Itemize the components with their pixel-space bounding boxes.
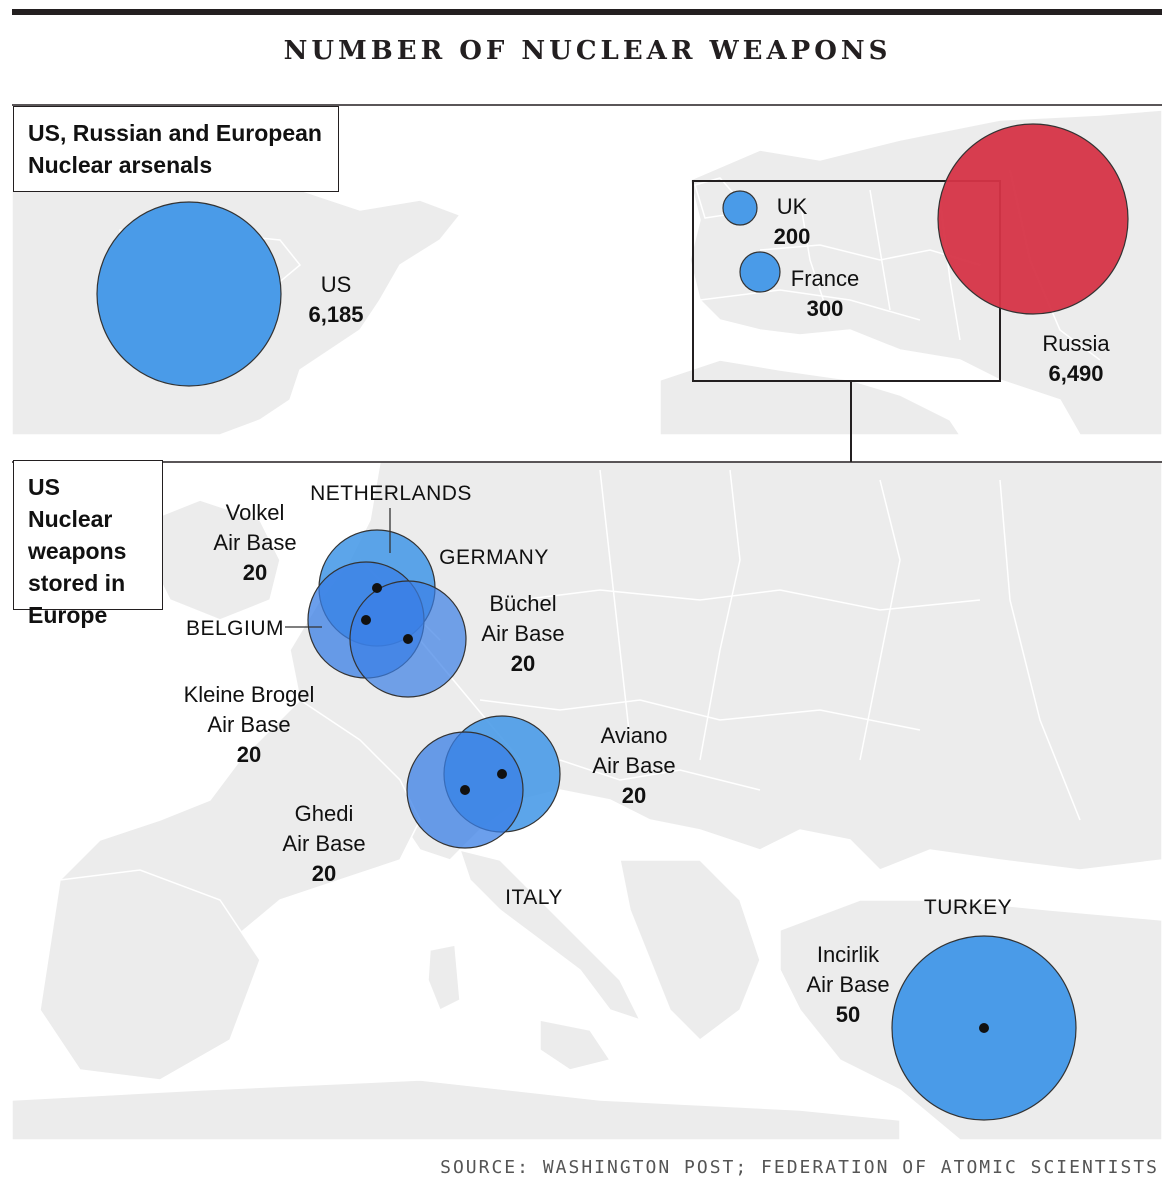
aviano-dot — [497, 769, 507, 779]
incirlik-type: Air Base — [806, 972, 889, 997]
buchel-value: 20 — [511, 651, 535, 676]
top-rule — [12, 9, 1162, 15]
volkel-dot — [372, 583, 382, 593]
aviano-value: 20 — [622, 783, 646, 808]
country-belgium: BELGIUM — [186, 617, 284, 640]
france-label: France — [791, 266, 859, 291]
aviano-type: Air Base — [592, 753, 675, 778]
russia-value: 6,490 — [1048, 361, 1103, 386]
ghedi-type: Air Base — [282, 831, 365, 856]
uk-label: UK — [777, 194, 808, 219]
ghedi-name: Ghedi — [295, 801, 354, 826]
volkel-name: Volkel — [226, 500, 285, 525]
us-label: US — [321, 272, 352, 297]
incirlik-value: 50 — [836, 1002, 860, 1027]
kleine-brogel-type: Air Base — [207, 712, 290, 737]
france-value: 300 — [807, 296, 844, 321]
kleine-brogel-value: 20 — [237, 742, 261, 767]
incirlik-dot — [979, 1023, 989, 1033]
chart-title: NUMBER OF NUCLEAR WEAPONS — [283, 36, 892, 66]
ghedi-value: 20 — [312, 861, 336, 886]
country-turkey: TURKEY — [924, 896, 1012, 919]
buchel-dot — [403, 634, 413, 644]
source-credit: SOURCE: WASHINGTON POST; FEDERATION OF A… — [440, 1157, 1159, 1178]
buchel-name: Büchel — [489, 591, 556, 616]
country-netherlands: NETHERLANDS — [310, 482, 472, 505]
buchel-type: Air Base — [481, 621, 564, 646]
country-italy: ITALY — [505, 886, 563, 909]
volkel-value: 20 — [243, 560, 267, 585]
uk-arsenal-circle — [722, 190, 758, 226]
russia-arsenal-circle — [937, 123, 1129, 315]
kleine-brogel-name: Kleine Brogel — [184, 682, 315, 707]
arsenals-panel-label: US, Russian and European Nuclear arsenal… — [13, 106, 339, 192]
volkel-type: Air Base — [213, 530, 296, 555]
france-arsenal-circle — [739, 251, 781, 293]
country-germany: GERMANY — [439, 546, 549, 569]
europe-panel-label: US Nuclear weapons stored in Europe — [13, 460, 163, 628]
ghedi-dot — [460, 785, 470, 795]
russia-label: Russia — [1042, 331, 1110, 356]
aviano-name: Aviano — [601, 723, 668, 748]
us-value: 6,185 — [308, 302, 363, 327]
incirlik-name: Incirlik — [817, 942, 880, 967]
us-arsenal-circle — [96, 201, 282, 387]
kleine-brogel-dot — [361, 615, 371, 625]
uk-value: 200 — [774, 224, 811, 249]
